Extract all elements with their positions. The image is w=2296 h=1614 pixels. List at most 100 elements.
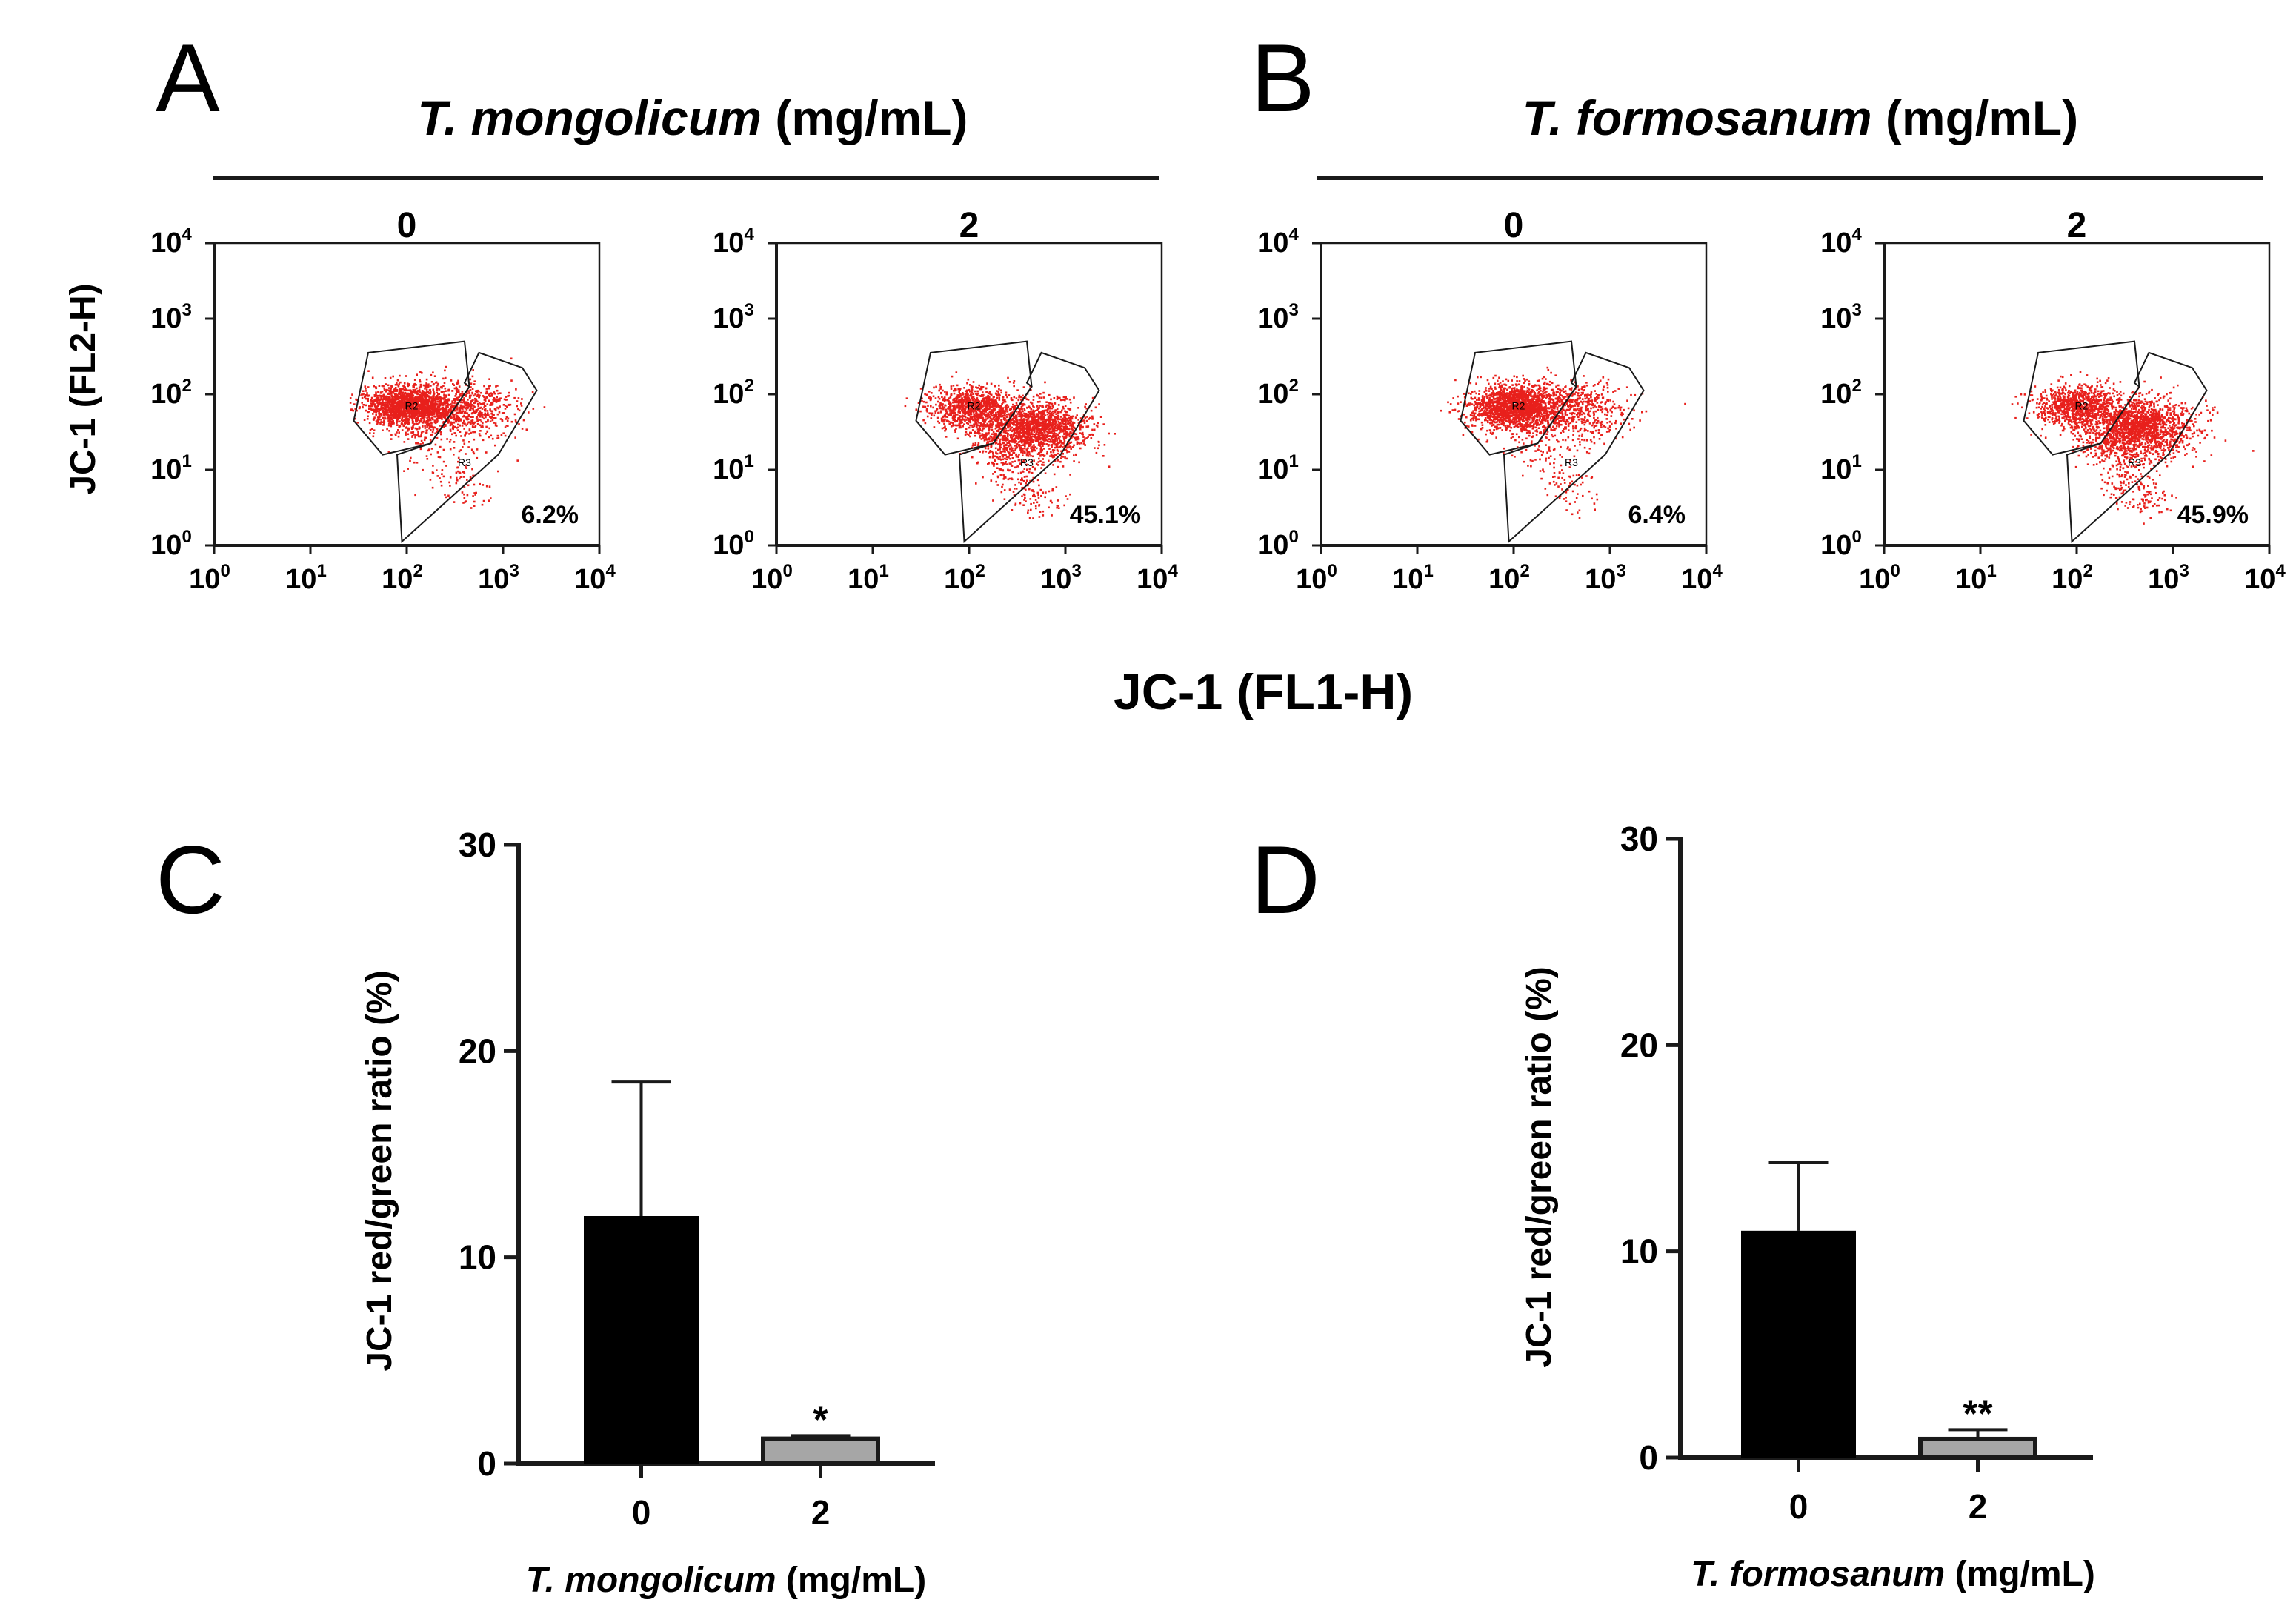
x-tick-label: 102	[1488, 561, 1530, 595]
gate-r3	[396, 351, 538, 544]
bar-y-tick-label: 30	[1620, 820, 1658, 858]
gate-r3	[2066, 351, 2208, 544]
gate-r2-label: R2	[405, 399, 419, 411]
x-tick-label: 100	[1296, 561, 1337, 595]
x-tick-label: 104	[574, 561, 616, 595]
bar-0	[584, 1216, 699, 1464]
gate-r3-label: R3	[1565, 456, 1578, 468]
x-tick-label: 102	[944, 561, 985, 595]
gate-r2-label: R2	[968, 399, 981, 411]
y-tick-label: 102	[1820, 376, 1862, 410]
y-tick-label: 103	[1257, 300, 1299, 334]
y-tick-label: 100	[713, 527, 754, 561]
y-tick-label: 102	[1257, 376, 1299, 410]
bar-chart-c: JC-1 red/green ratio (%) T. mongolicum (…	[360, 826, 935, 1600]
bar-y-tick-label: 20	[459, 1032, 496, 1070]
x-tick-label: 101	[1955, 561, 1997, 595]
x-tick-label: 101	[848, 561, 889, 595]
panel-letter-b: B	[1251, 24, 1315, 132]
flow-plot-percent: 6.2%	[522, 501, 579, 529]
x-tick-label: 103	[1585, 561, 1626, 595]
y-tick-label: 103	[1820, 300, 1862, 334]
x-tick-label: 101	[285, 561, 327, 595]
x-tick-label: 103	[1040, 561, 1082, 595]
bar-y-tick-label: 0	[1639, 1438, 1658, 1477]
bar-c-y-title: JC-1 red/green ratio (%)	[360, 970, 399, 1371]
x-tick-label: 102	[382, 561, 423, 595]
flow-plot-dots	[349, 357, 546, 509]
bar-x-tick-label: 0	[1789, 1487, 1808, 1526]
y-tick-label: 100	[1820, 527, 1862, 561]
flow-plot-dots	[1440, 366, 1686, 519]
bar-d-x-title-species: T. formosanum	[1691, 1555, 1945, 1594]
flow-plot-percent: 6.4%	[1628, 501, 1686, 529]
flow-plot-concentration: 0	[397, 206, 417, 245]
bar-2	[761, 1436, 880, 1466]
bar-x-tick-label: 0	[632, 1493, 651, 1532]
flow-y-axis-title: JC-1 (FL2-H)	[64, 283, 103, 494]
y-tick-label: 100	[1257, 527, 1299, 561]
bar-d-x-title: T. formosanum (mg/mL)	[1691, 1555, 2095, 1594]
header-mongolicum-species: T. mongolicum	[417, 90, 761, 145]
bar-d-y-title: JC-1 red/green ratio (%)	[1520, 966, 1559, 1367]
x-tick-label: 104	[1137, 561, 1178, 595]
y-tick-label: 104	[1257, 225, 1299, 259]
flow-plot-concentration: 0	[1504, 206, 1524, 245]
y-tick-label: 101	[1820, 451, 1862, 485]
bar-0	[1741, 1230, 1856, 1458]
flow-plots: 0100100101101102102103103104104R2R36.2%2…	[150, 206, 2286, 595]
gate-r2-label: R2	[1512, 399, 1525, 411]
gate-r3	[1503, 351, 1645, 544]
bar-chart-d: JC-1 red/green ratio (%) T. formosanum (…	[1520, 820, 2095, 1594]
flow-plot-dots	[904, 371, 1116, 519]
gate-r3-label: R3	[2128, 456, 2141, 468]
x-tick-label: 104	[2244, 561, 2286, 595]
header-formosanum-species: T. formosanum	[1523, 90, 1872, 145]
y-tick-label: 102	[713, 376, 754, 410]
flow-plot-percent: 45.1%	[1070, 501, 1141, 529]
bar-2	[1918, 1436, 2037, 1460]
bar-y-tick-label: 10	[1620, 1232, 1658, 1271]
y-tick-label: 102	[150, 376, 192, 410]
panel-letter-a: A	[156, 24, 220, 132]
y-tick-label: 104	[713, 225, 754, 259]
x-tick-label: 100	[1859, 561, 1900, 595]
bar-x-tick-label: 2	[1969, 1487, 1988, 1526]
gate-r3	[958, 351, 1100, 544]
x-tick-label: 104	[1681, 561, 1723, 595]
flow-plot-concentration: 2	[959, 206, 979, 245]
panel-letter-d: D	[1251, 826, 1320, 934]
flow-plot-concentration: 2	[2067, 206, 2087, 245]
header-mongolicum: T. mongolicum (mg/mL)	[417, 90, 968, 145]
bar-y-tick-label: 10	[459, 1238, 496, 1277]
x-tick-label: 103	[2148, 561, 2189, 595]
bar-y-tick-label: 0	[477, 1444, 496, 1483]
flow-x-axis-title: JC-1 (FL1-H)	[1114, 664, 1413, 720]
x-tick-label: 101	[1392, 561, 1434, 595]
y-tick-label: 101	[713, 451, 754, 485]
bar-x-tick-label: 2	[811, 1493, 831, 1532]
significance-marker: **	[1963, 1392, 1993, 1435]
flow-plot-dots	[2011, 371, 2255, 525]
x-tick-label: 100	[189, 561, 230, 595]
bar-y-tick-label: 30	[459, 826, 496, 864]
bar-c-x-title-unit: (mg/mL)	[786, 1561, 926, 1600]
gate-r3-label: R3	[458, 456, 471, 468]
bar-c-x-title: T. mongolicum (mg/mL)	[526, 1561, 926, 1600]
flow-plot-frame	[775, 242, 1163, 547]
y-tick-label: 100	[150, 527, 192, 561]
y-tick-label: 104	[1820, 225, 1862, 259]
y-tick-label: 101	[150, 451, 192, 485]
header-formosanum: T. formosanum (mg/mL)	[1523, 90, 2078, 145]
significance-marker: *	[813, 1398, 828, 1441]
header-formosanum-unit: (mg/mL)	[1886, 90, 2078, 145]
y-tick-label: 103	[150, 300, 192, 334]
x-tick-label: 102	[2052, 561, 2093, 595]
bar-d-x-title-unit: (mg/mL)	[1955, 1555, 2095, 1594]
panel-letter-c: C	[156, 826, 225, 934]
